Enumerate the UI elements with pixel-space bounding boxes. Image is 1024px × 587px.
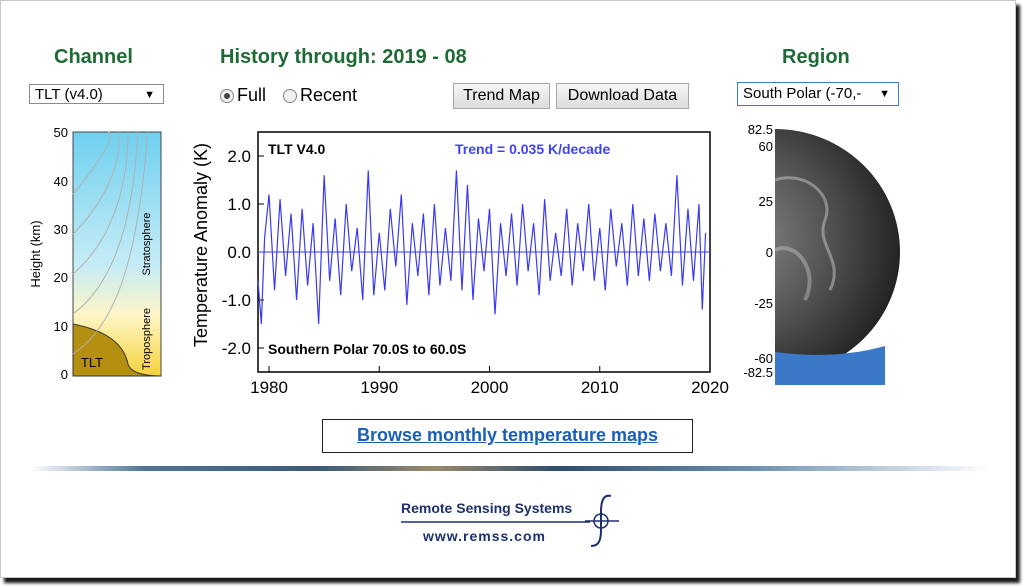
channel-heading: Channel: [54, 46, 133, 68]
height-tick: 10: [54, 319, 68, 334]
region-text: Southern Polar 70.0S to 60.0S: [268, 341, 466, 357]
region-heading: Region: [782, 46, 850, 68]
channel-weighting-diagram: Height (km) 50 40 30 20 10 0 Stratospher…: [28, 125, 162, 382]
y-axis-label: Height (km): [28, 220, 43, 287]
channel-select[interactable]: TLT (v4.0) ▼: [29, 84, 164, 104]
height-tick: 50: [54, 125, 68, 140]
region-select[interactable]: South Polar (-70,- ▼: [737, 82, 899, 106]
troposphere-label: Troposphere: [141, 308, 153, 370]
browse-maps-link[interactable]: Browse monthly temperature maps: [322, 419, 693, 453]
lat-label: 25: [759, 194, 773, 209]
anomaly-series-line: [257, 170, 707, 325]
radio-recent[interactable]: [283, 89, 297, 104]
channel-select-value: TLT (v4.0): [35, 86, 103, 103]
region-select-value: South Polar (-70,-: [743, 85, 862, 102]
x-tick-label: 2010: [581, 378, 619, 397]
lat-label: 0: [766, 245, 773, 260]
chart-title: TLT V4.0: [268, 141, 326, 157]
remss-logo[interactable]: Remote Sensing Systems www.remss.com: [395, 492, 635, 552]
range-recent-label: Recent: [300, 85, 358, 105]
lat-label: -60: [754, 351, 773, 366]
trend-text: Trend = 0.035 K/decade: [455, 141, 610, 157]
height-tick: 0: [61, 367, 68, 382]
history-heading: History through: 2019 - 08: [220, 46, 467, 68]
range-full-label: Full: [237, 85, 267, 105]
chevron-down-icon: ▼: [879, 88, 890, 100]
y-tick-label: -2.0: [222, 339, 251, 358]
region-globe: 82.5 60 25 0 -25 -60 -82.5: [743, 122, 900, 385]
x-tick-label: 1980: [250, 378, 288, 397]
lat-label: -25: [754, 296, 773, 311]
range-full-option[interactable]: Full: [220, 85, 266, 106]
y-tick-label: -1.0: [222, 291, 251, 310]
lat-label: 82.5: [748, 122, 773, 137]
temperature-anomaly-chart: Temperature Anomaly (K) 1980 1990 2000 2010…: [191, 131, 729, 397]
lat-label: 60: [759, 139, 773, 154]
trend-map-button[interactable]: Trend Map: [453, 83, 550, 109]
x-tick-label: 2020: [691, 378, 729, 397]
y-tick-label: 1.0: [227, 195, 251, 214]
chevron-down-icon: ▼: [144, 89, 155, 101]
x-tick-label: 2000: [471, 378, 509, 397]
download-data-button[interactable]: Download Data: [556, 83, 689, 109]
height-tick: 30: [54, 222, 68, 237]
lat-label: -82.5: [743, 365, 773, 380]
height-tick: 20: [54, 270, 68, 285]
y-tick-label: 2.0: [227, 147, 251, 166]
chart-y-axis-label: Temperature Anomaly (K): [191, 143, 211, 347]
y-tick-label: 0.0: [227, 243, 251, 262]
tlt-weighting-area: [72, 323, 162, 377]
footer-divider: [30, 466, 990, 471]
integral-icon: [585, 494, 619, 547]
radio-full[interactable]: [220, 89, 234, 104]
range-recent-option[interactable]: Recent: [283, 85, 357, 106]
tlt-label: TLT: [81, 355, 103, 370]
stratosphere-label: Stratosphere: [141, 213, 153, 276]
x-tick-label: 1990: [360, 378, 398, 397]
globe-half: [775, 129, 900, 375]
height-tick: 40: [54, 174, 68, 189]
logo-url: www.remss.com: [423, 528, 546, 544]
logo-name: Remote Sensing Systems: [401, 500, 573, 516]
